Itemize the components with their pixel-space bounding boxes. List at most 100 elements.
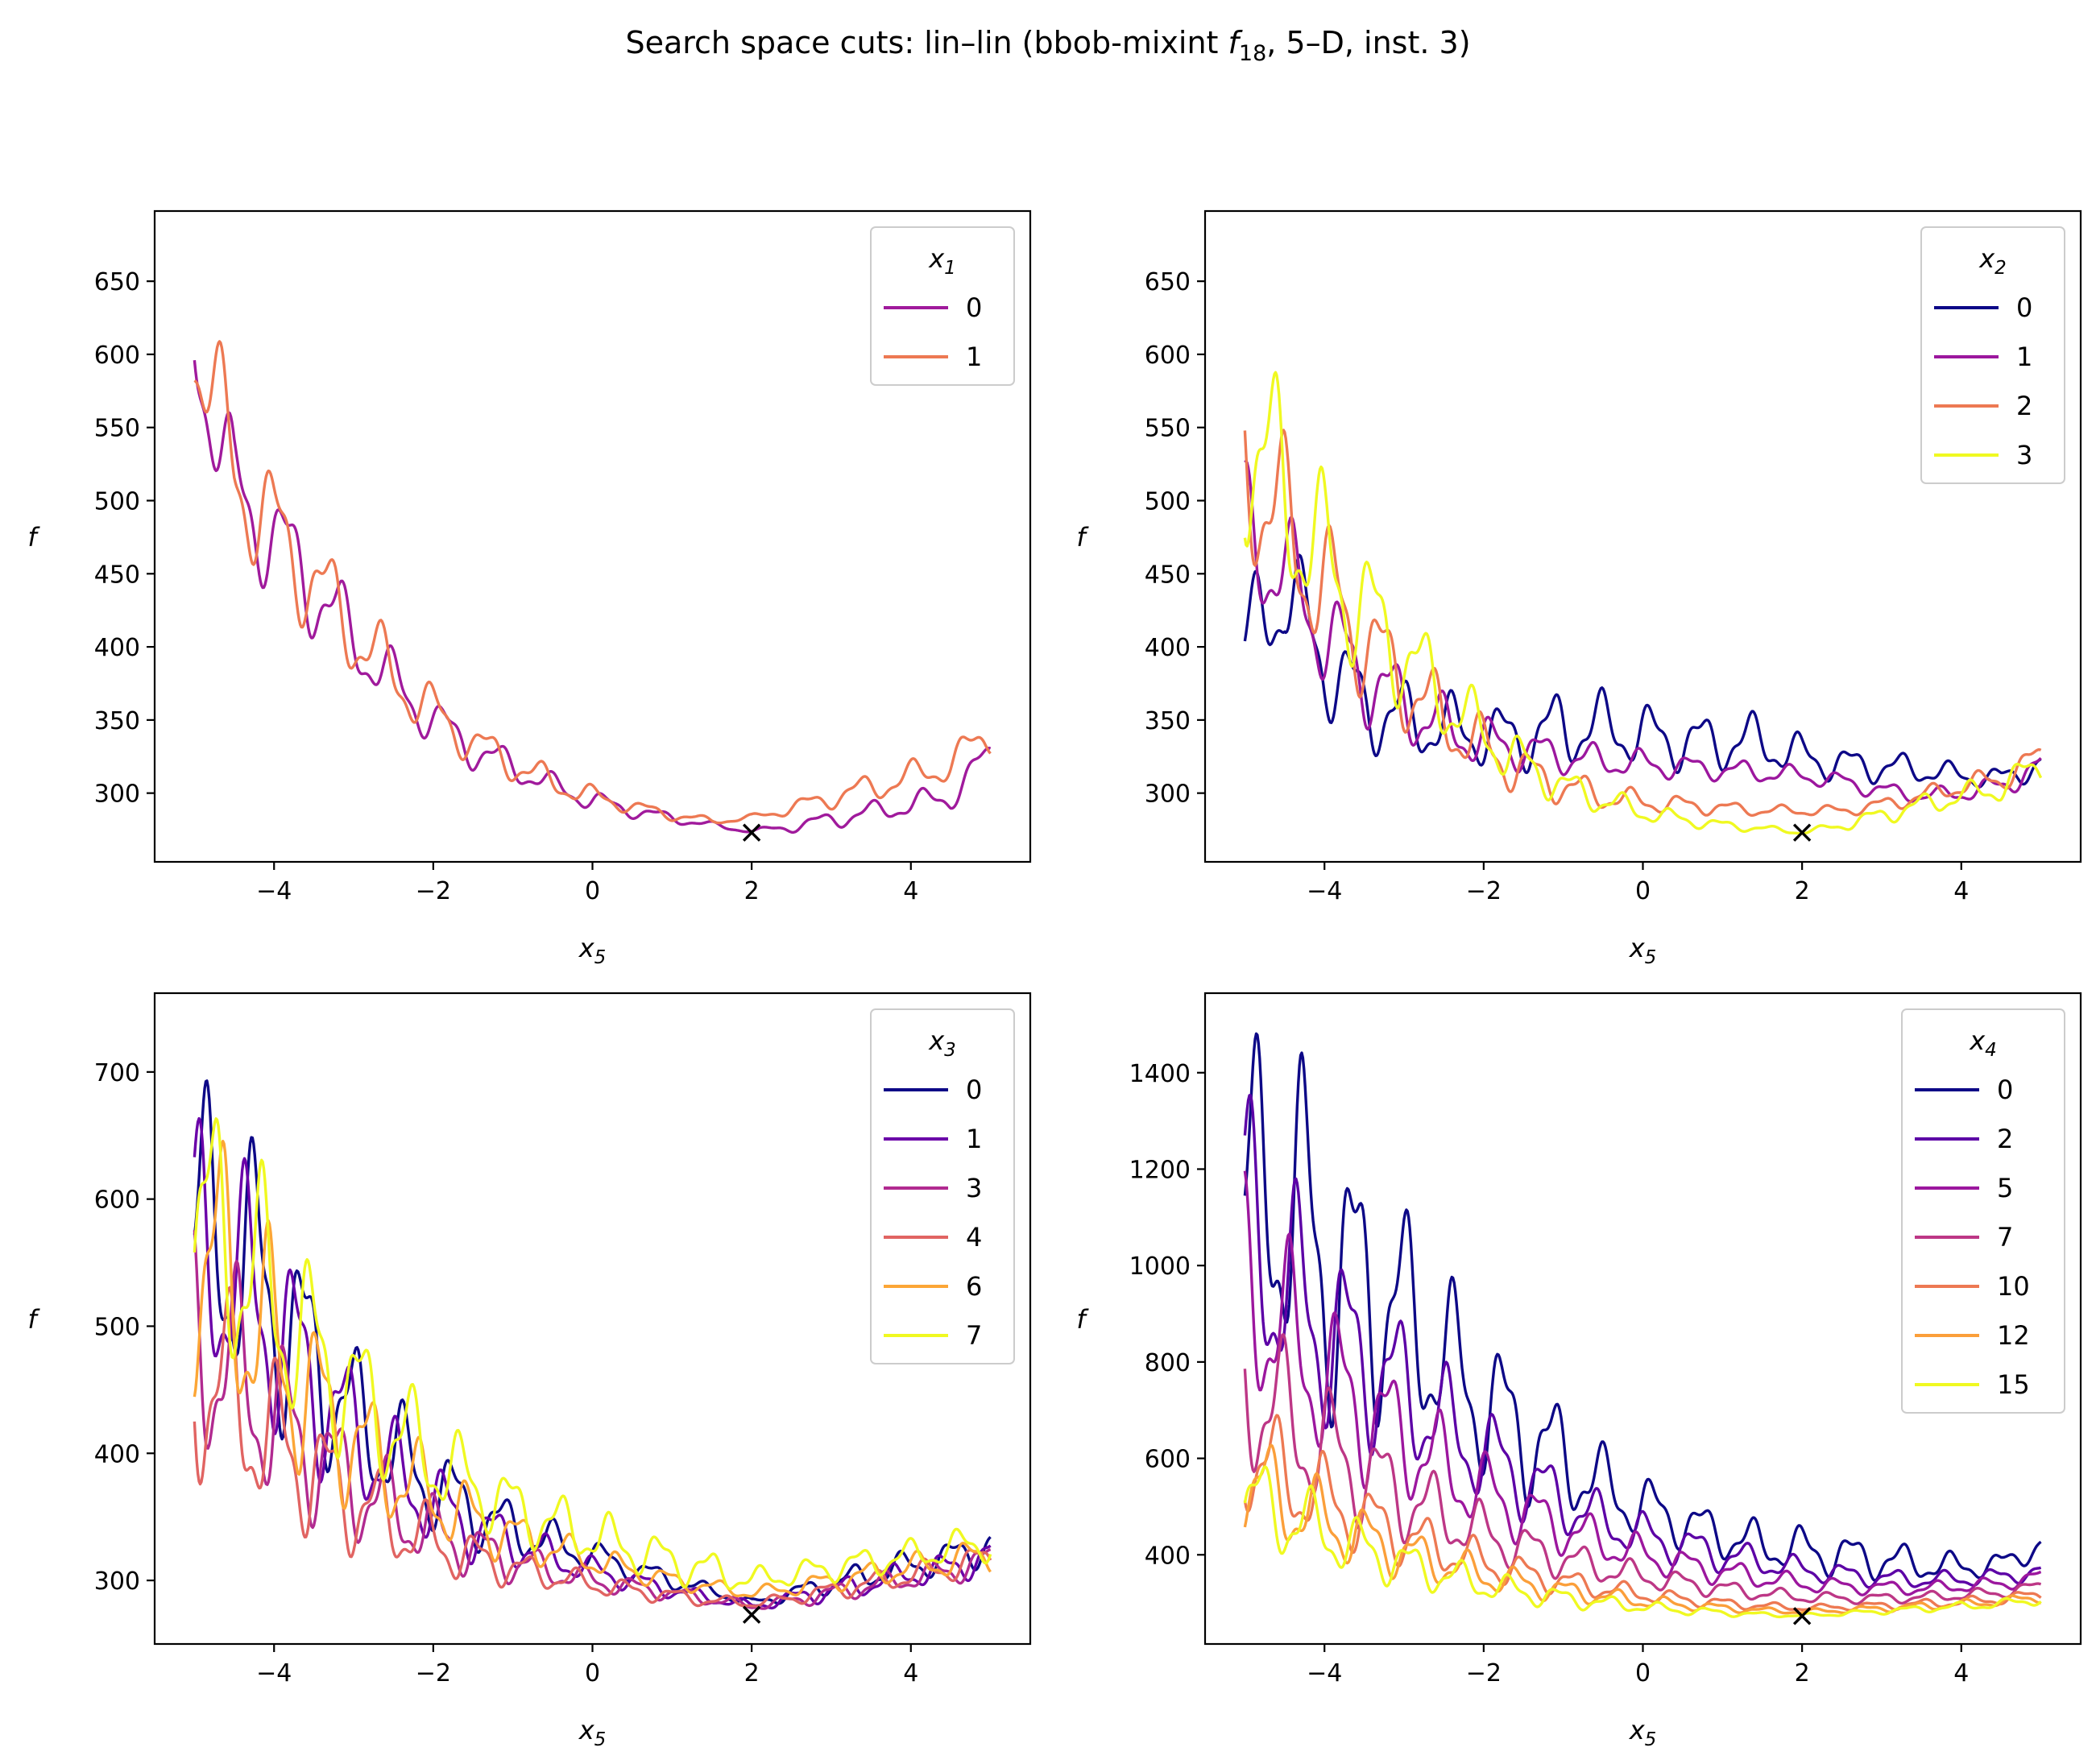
- optimum-marker: [1792, 823, 1812, 842]
- legend-label-4: 4: [966, 1222, 982, 1253]
- legend-label-7: 7: [966, 1320, 982, 1351]
- y-tick-label: 400: [1145, 1542, 1191, 1570]
- y-tick-label: 300: [1145, 781, 1191, 809]
- x-axis-label: x5: [578, 933, 607, 968]
- series-line-7: [193, 1117, 992, 1591]
- y-tick-label: 300: [94, 1567, 140, 1596]
- y-tick-label: 400: [94, 634, 140, 662]
- legend: x1 0 1: [870, 226, 1015, 386]
- series-line-5: [1243, 1170, 2042, 1596]
- legend-title: x1: [928, 243, 956, 279]
- series-line-2: [1243, 1094, 2042, 1589]
- y-tick-label: 400: [94, 1440, 140, 1468]
- x-tick-label: −4: [256, 1659, 292, 1687]
- legend-label-12: 12: [1997, 1320, 2030, 1351]
- y-tick-label: 700: [94, 1059, 140, 1087]
- x-tick-label: 2: [1795, 877, 1810, 905]
- x-tick-label: −2: [1466, 1659, 1502, 1687]
- legend-label-2: 2: [2016, 391, 2032, 421]
- series-line-7: [1243, 1333, 2042, 1605]
- series-group: [193, 1079, 992, 1610]
- x-tick-label: 4: [1953, 1659, 1969, 1687]
- x-tick-label: 0: [1635, 877, 1651, 905]
- series-line-3: [193, 1230, 992, 1610]
- optimum-marker: [1792, 1607, 1812, 1625]
- legend-label-7: 7: [1997, 1222, 2013, 1253]
- series-line-1: [193, 340, 992, 825]
- series-group: [193, 340, 992, 834]
- figure-title: Search space cuts: lin–lin (bbob-mixint …: [625, 25, 1470, 66]
- series-line-3: [1243, 371, 2043, 835]
- legend-label-1: 1: [966, 1124, 982, 1154]
- series-line-4: [193, 1286, 992, 1608]
- x-tick-label: 2: [1795, 1659, 1810, 1687]
- series-line-10: [1243, 1414, 2042, 1612]
- y-tick-label: 550: [94, 415, 140, 443]
- y-tick-label: 550: [1145, 415, 1191, 443]
- subplot-1: −4 −2 0 2 4 300 350 400 450 500 550 600 650 x5 f x1 0 1: [27, 209, 1032, 968]
- x-tick-label: 4: [1953, 877, 1969, 905]
- y-tick-label: 650: [94, 268, 140, 296]
- y-tick-label: 350: [94, 707, 140, 735]
- subplot-4: −4 −2 0 2 4400600800100012001400x5fx40257101…: [1076, 992, 2082, 1750]
- legend-label-2: 2: [1997, 1124, 2013, 1154]
- y-tick-label: 600: [1145, 1446, 1191, 1474]
- x-tick-label: −4: [1307, 877, 1342, 905]
- legend-label-5: 5: [1997, 1173, 2013, 1203]
- y-tick-label: 1400: [1129, 1060, 1191, 1088]
- legend-label-0: 0: [2016, 292, 2032, 323]
- series-group: [1243, 371, 2043, 835]
- x-axis-label: x5: [1629, 1715, 1657, 1750]
- legend-title: x4: [1969, 1025, 1997, 1061]
- y-tick-label: 1000: [1129, 1253, 1191, 1281]
- legend-label-3: 3: [966, 1173, 982, 1203]
- series-group: [1243, 1032, 2042, 1619]
- subplot-grid: −4 −2 0 2 4300350400450500550600650x5fx101−4…: [27, 209, 2082, 1750]
- y-tick-label: 400: [1145, 634, 1191, 662]
- x-tick-label: −2: [416, 877, 451, 905]
- y-tick-label: 600: [94, 342, 140, 370]
- legend-label-0: 0: [966, 292, 982, 323]
- y-tick-label: 450: [94, 561, 140, 589]
- y-axis-label: f: [27, 522, 40, 553]
- x-axis-label: x5: [1629, 933, 1657, 968]
- y-axis-label: f: [27, 1304, 40, 1335]
- x-tick-label: 0: [585, 877, 600, 905]
- series-line-0: [1243, 553, 2042, 789]
- series-line-12: [1243, 1443, 2041, 1615]
- y-tick-label: 600: [94, 1186, 140, 1215]
- optimum-marker: [742, 823, 761, 842]
- x-tick-label: −2: [416, 1659, 451, 1687]
- legend-label-10: 10: [1997, 1271, 2030, 1302]
- y-tick-label: 600: [1145, 342, 1191, 370]
- x-tick-label: 4: [903, 877, 918, 905]
- x-tick-label: 4: [903, 1659, 918, 1687]
- y-tick-label: 650: [1145, 268, 1191, 296]
- subplot-3: −4 −2 0 2 4 300 400 500 600 700 x5 f x3 0 1 3 4 6 7: [27, 992, 1032, 1750]
- legend: x3 0 1 3 4 6 7: [870, 1008, 1015, 1364]
- legend-label-0: 0: [966, 1075, 982, 1105]
- y-tick-label: 450: [1145, 561, 1191, 589]
- legend-label-6: 6: [966, 1271, 982, 1302]
- y-tick-label: 500: [1145, 488, 1191, 516]
- figure-title-prefix: Search space cuts: lin–lin (bbob-mixint: [625, 25, 1228, 60]
- series-line-15: [1243, 1465, 2042, 1619]
- legend: x2 0 1 2 3: [1920, 226, 2065, 484]
- legend-label-3: 3: [2016, 440, 2032, 470]
- legend-label-1: 1: [966, 342, 982, 372]
- legend-label-1: 1: [2016, 342, 2032, 372]
- legend-title: x2: [1978, 243, 2007, 279]
- y-tick-label: 500: [94, 488, 140, 516]
- series-line-1: [1244, 459, 2042, 803]
- series-line-0: [193, 360, 992, 834]
- series-line-6: [193, 1139, 992, 1598]
- legend: x40 2 5 7 10 12 15: [1901, 1008, 2065, 1414]
- x-tick-label: 0: [585, 1659, 600, 1687]
- x-tick-label: −2: [1466, 877, 1502, 905]
- x-tick-label: −4: [256, 877, 292, 905]
- figure-title-suffix: , 5–D, inst. 3): [1266, 25, 1470, 60]
- x-tick-label: 2: [744, 877, 760, 905]
- optimum-marker: [742, 1605, 761, 1624]
- y-tick-label: 350: [1145, 707, 1191, 735]
